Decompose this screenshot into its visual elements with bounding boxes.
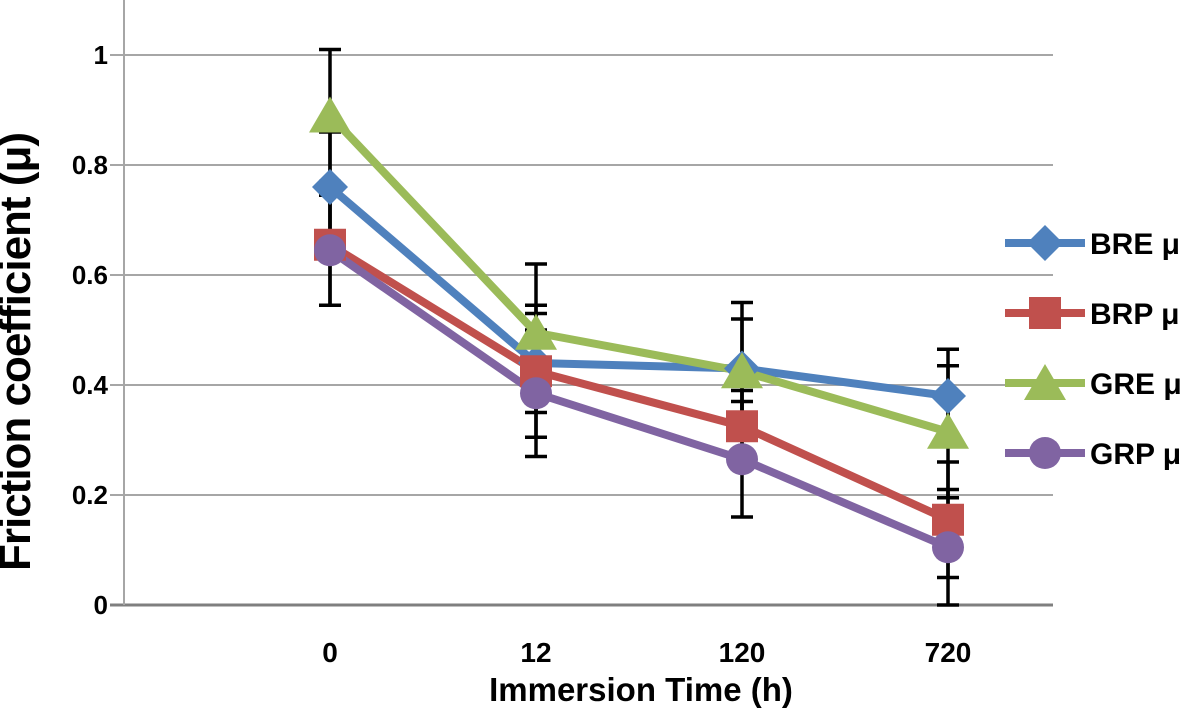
x-tick-label: 0 bbox=[322, 637, 338, 668]
marker-gre bbox=[515, 313, 557, 350]
y-tick-label: 0 bbox=[94, 590, 108, 620]
legend-item-bre: BRE μ bbox=[1005, 225, 1180, 261]
x-tick-label: 12 bbox=[520, 637, 551, 668]
y-tick-label: 0.8 bbox=[72, 150, 108, 180]
series-line-brp bbox=[326, 240, 952, 524]
y-tick-label: 0.2 bbox=[72, 480, 108, 510]
legend: BRE μ BRP μ GRE μ GRP μ bbox=[1005, 225, 1181, 471]
series-line-grp bbox=[326, 246, 952, 552]
legend-circle-icon bbox=[1029, 437, 1061, 469]
legend-label: BRP μ bbox=[1090, 298, 1180, 331]
legend-triangle-icon bbox=[1024, 364, 1066, 400]
legend-item-grp: GRP μ bbox=[1005, 437, 1181, 471]
marker-brp bbox=[726, 410, 758, 443]
x-axis-title: Immersion Time (h) bbox=[489, 671, 793, 708]
marker-gre bbox=[721, 352, 763, 389]
legend-label: GRP μ bbox=[1090, 438, 1181, 471]
marker-brp bbox=[932, 503, 964, 536]
axis-titles-layer: Immersion Time (h) Friction coefficient … bbox=[0, 133, 793, 708]
marker-grp bbox=[314, 234, 346, 267]
marker-grp bbox=[520, 377, 552, 410]
y-axis-title: Friction coefficient (μ) bbox=[0, 133, 40, 571]
y-tick-label: 0.4 bbox=[72, 370, 109, 400]
y-tick-label: 0.6 bbox=[72, 260, 108, 290]
marker-bre bbox=[312, 169, 348, 205]
series-layer bbox=[309, 96, 969, 564]
error-bars-layer bbox=[319, 47, 959, 607]
marker-grp bbox=[726, 443, 758, 476]
series-line-gre bbox=[326, 111, 952, 436]
marker-bre bbox=[930, 378, 966, 414]
x-tick-label: 720 bbox=[925, 637, 972, 668]
axis-ticks-layer: 0 0.2 0.4 0.6 0.8 1 0 12 120 720 bbox=[72, 40, 972, 668]
legend-item-gre: GRE μ bbox=[1005, 364, 1181, 401]
legend-label: GRE μ bbox=[1090, 368, 1181, 401]
legend-diamond-icon bbox=[1027, 225, 1063, 261]
marker-gre bbox=[309, 96, 351, 133]
marker-gre bbox=[927, 412, 969, 449]
x-tick-label: 120 bbox=[719, 637, 766, 668]
legend-item-brp: BRP μ bbox=[1005, 297, 1180, 331]
series-line-bre bbox=[326, 183, 952, 400]
marker-grp bbox=[932, 531, 964, 564]
grid-layer bbox=[110, 0, 1053, 607]
legend-label: BRE μ bbox=[1090, 228, 1180, 261]
legend-square-icon bbox=[1029, 297, 1061, 329]
y-tick-label: 1 bbox=[94, 40, 108, 70]
